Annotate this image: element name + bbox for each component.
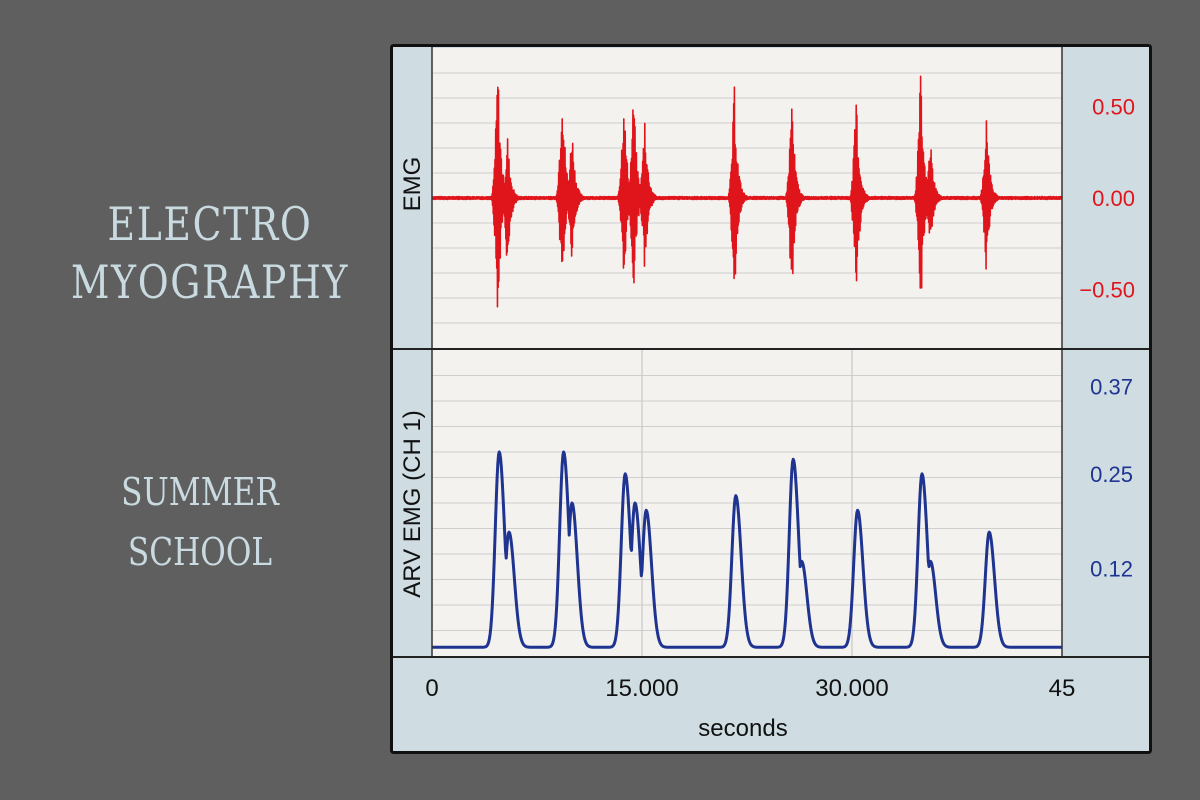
title-line-2: MYOGRAPHY xyxy=(70,255,350,309)
emg-trace xyxy=(431,75,1063,308)
emg-chart-svg: EMG ARV EMG (CH 1) 0.50 0.00 −0.50 0.37 0.25 0.… xyxy=(390,44,1152,754)
emg-ytick-label: 0.50 xyxy=(1092,95,1135,120)
arv-ytick-label: 0.37 xyxy=(1090,374,1133,399)
xtick-label: 15.000 xyxy=(605,675,678,702)
chart-frame xyxy=(390,44,1152,754)
emg-gridlines xyxy=(432,72,1062,324)
xaxis-label: seconds xyxy=(698,715,787,742)
arv-ytick-label: 0.12 xyxy=(1090,557,1133,582)
title-line-1: ELECTRO xyxy=(107,197,313,251)
emg-figure: EMG ARV EMG (CH 1) 0.50 0.00 −0.50 0.37 0.25 0.… xyxy=(390,44,1152,754)
emg-ytick-label: −0.50 xyxy=(1079,277,1135,302)
arv-trace xyxy=(431,450,1063,649)
xtick-label: 45 xyxy=(1049,675,1076,702)
arv-ytick-label: 0.25 xyxy=(1090,462,1133,487)
emg-ylabel: EMG xyxy=(399,157,426,212)
xtick-label: 30.000 xyxy=(815,675,888,702)
subtitle-block: SUMMER SCHOOL xyxy=(20,462,380,582)
arv-ylabel: ARV EMG (CH 1) xyxy=(399,410,426,598)
xtick-label: 0 xyxy=(425,675,438,702)
emg-ytick-label: 0.00 xyxy=(1092,186,1135,211)
subtitle-line-1: SUMMER xyxy=(121,470,279,514)
title-block: ELECTRO MYOGRAPHY xyxy=(20,195,400,311)
subtitle-line-2: SCHOOL xyxy=(127,530,273,574)
